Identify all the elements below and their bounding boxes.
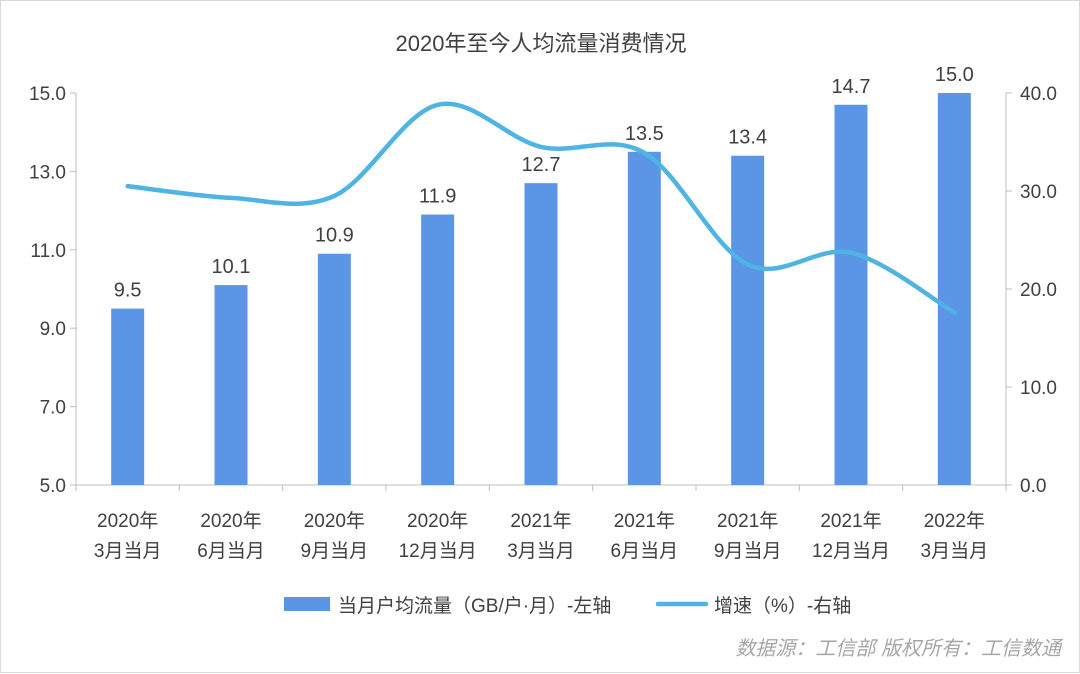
bar-data-label: 15.0 xyxy=(935,64,974,86)
bar-data-label: 10.9 xyxy=(315,225,354,247)
y-left-tick-label: 13.0 xyxy=(29,162,66,183)
y-left-tick-label: 5.0 xyxy=(40,476,66,497)
bar-data-label: 12.7 xyxy=(522,154,561,176)
y-right-tick-label: 30.0 xyxy=(1020,182,1057,203)
bar-data-label: 13.4 xyxy=(728,127,767,149)
bar xyxy=(215,285,248,485)
bar xyxy=(421,215,454,485)
bar xyxy=(111,309,144,485)
y-right-tick-label: 0.0 xyxy=(1020,476,1046,497)
bar xyxy=(628,152,661,485)
y-right-tick-label: 10.0 xyxy=(1020,378,1057,399)
y-left-tick-label: 11.0 xyxy=(30,241,66,262)
bar-data-label: 14.7 xyxy=(832,76,871,98)
y-left-tick-label: 15.0 xyxy=(29,84,66,105)
bar-data-label: 9.5 xyxy=(114,280,142,302)
bar xyxy=(525,183,558,485)
legend-swatch-bar xyxy=(284,597,330,611)
bar xyxy=(318,254,351,485)
y-right-tick-label: 20.0 xyxy=(1020,280,1057,301)
bar xyxy=(938,93,971,485)
legend: 当月户均流量（GB/户·月）-左轴 增速（%）-右轴 xyxy=(284,595,851,617)
bar-data-label: 13.5 xyxy=(625,123,664,145)
source-note: 数据源：工信部 版权所有：工信数通 xyxy=(735,638,1064,660)
bar-series xyxy=(111,93,971,485)
y-right-tick-label: 40.0 xyxy=(1020,84,1057,105)
legend-label-line: 增速（%）-右轴 xyxy=(714,595,851,617)
y-left-tick-label: 7.0 xyxy=(40,398,66,419)
bar xyxy=(835,105,868,485)
bar xyxy=(731,156,764,485)
bar-data-label: 10.1 xyxy=(212,256,251,278)
y-left-tick-label: 9.0 xyxy=(40,319,66,340)
legend-label-bar: 当月户均流量（GB/户·月）-左轴 xyxy=(338,595,611,617)
chart-title: 2020年至今人均流量消费情况 xyxy=(396,31,687,56)
bar-data-label: 11.9 xyxy=(419,186,456,208)
